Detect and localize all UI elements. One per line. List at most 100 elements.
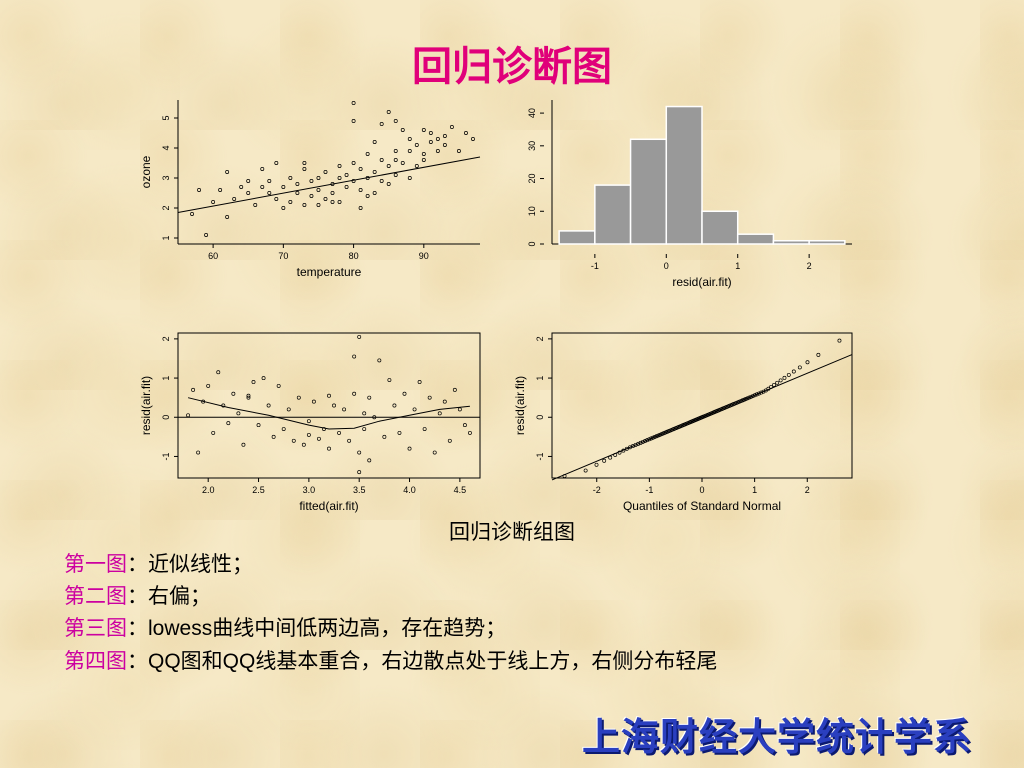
data-point [750, 394, 755, 398]
note-label: 第二图 [64, 584, 127, 608]
data-point [562, 474, 567, 478]
data-point [640, 439, 645, 444]
x-tick-label: 60 [208, 251, 218, 261]
data-point [358, 188, 363, 192]
notes-list: 第一图：近似线性； 第二图：右偏； 第三图：lowess曲线中间低两边高，存在趋… [64, 548, 717, 678]
data-point [226, 421, 231, 426]
x-tick-label: 3.0 [303, 485, 316, 495]
data-point [432, 450, 437, 455]
data-point [379, 122, 384, 126]
x-tick-label: -1 [645, 485, 653, 495]
data-point [316, 203, 321, 207]
data-point [372, 191, 377, 195]
data-point [583, 468, 588, 473]
data-point [309, 179, 314, 183]
data-point [295, 191, 300, 195]
data-point [407, 176, 412, 180]
data-point [337, 176, 342, 180]
data-point [752, 393, 757, 398]
data-point [636, 441, 641, 446]
data-point [296, 395, 301, 400]
x-tick-label: 4.5 [454, 485, 467, 495]
data-point [386, 110, 391, 114]
data-point [782, 375, 787, 380]
data-point [379, 158, 384, 162]
data-point [246, 395, 251, 400]
note-item-4: 第四图：QQ图和QQ线基本重合，右边散点处于线上方，右侧分布轻尾 [64, 645, 717, 678]
x-tick-label: 4.0 [403, 485, 416, 495]
data-point [286, 407, 291, 412]
data-point [594, 462, 599, 467]
slide-title: 回归诊断图 [412, 43, 612, 90]
data-point [281, 206, 286, 210]
data-point [456, 149, 461, 153]
y-tick-label: 0 [535, 415, 545, 420]
data-point [261, 376, 266, 381]
fit-line [177, 156, 481, 213]
y-tick-label: -1 [161, 452, 171, 460]
data-point [386, 182, 391, 186]
data-point [218, 188, 223, 192]
data-point [306, 419, 311, 424]
data-point [362, 427, 367, 431]
data-point [421, 152, 426, 156]
lowess-curve [187, 397, 470, 430]
scatter-ozone-temperature: 60 70 80 90 1 2 3 4 5 temperature ozone [139, 100, 481, 279]
data-point [316, 176, 321, 180]
data-point [602, 458, 607, 463]
data-point [462, 423, 467, 428]
data-point [357, 470, 362, 475]
data-point [302, 167, 307, 171]
data-point [747, 395, 752, 400]
data-point [372, 170, 377, 174]
data-point [332, 403, 336, 408]
data-point [347, 438, 352, 443]
histogram-bar [665, 105, 703, 245]
data-point [281, 427, 286, 431]
data-point [645, 438, 650, 443]
x-axis-label: temperature [297, 265, 362, 279]
x-tick-label: 2 [807, 261, 812, 271]
y-tick-label: 1 [161, 376, 171, 381]
data-point [759, 390, 764, 395]
data-point [211, 430, 216, 435]
y-axis-label: resid(air.fit) [139, 376, 153, 435]
data-point [414, 143, 419, 147]
data-point [837, 338, 842, 343]
data-point [337, 200, 342, 204]
note-item-1: 第一图：近似线性； [64, 548, 717, 580]
data-point [288, 200, 293, 204]
data-point [387, 378, 392, 382]
data-point [457, 407, 462, 412]
data-point [442, 399, 447, 404]
data-point [816, 352, 821, 357]
data-point [206, 383, 211, 388]
data-point [608, 455, 613, 460]
data-point [362, 411, 367, 416]
data-point [274, 161, 279, 165]
data-point [351, 161, 356, 165]
data-point [624, 446, 629, 451]
x-tick-label: 90 [419, 251, 429, 261]
y-axis-label: ozone [139, 155, 153, 188]
data-point [452, 387, 457, 392]
data-point [302, 203, 307, 207]
data-point [211, 200, 216, 204]
data-point [397, 430, 402, 435]
data-point [414, 164, 419, 168]
data-point [327, 446, 331, 451]
data-point [253, 203, 258, 207]
data-point [316, 188, 321, 192]
data-point [442, 134, 447, 138]
y-tick-label: 2 [161, 336, 171, 341]
data-point [621, 448, 626, 453]
data-point [204, 233, 209, 237]
data-point [791, 369, 796, 374]
data-point [422, 427, 427, 431]
y-axis-label: resid(air.fit) [513, 376, 527, 435]
data-point [191, 387, 196, 392]
y-tick-label: 4 [161, 145, 171, 150]
data-point [309, 194, 314, 198]
data-point [393, 173, 398, 177]
